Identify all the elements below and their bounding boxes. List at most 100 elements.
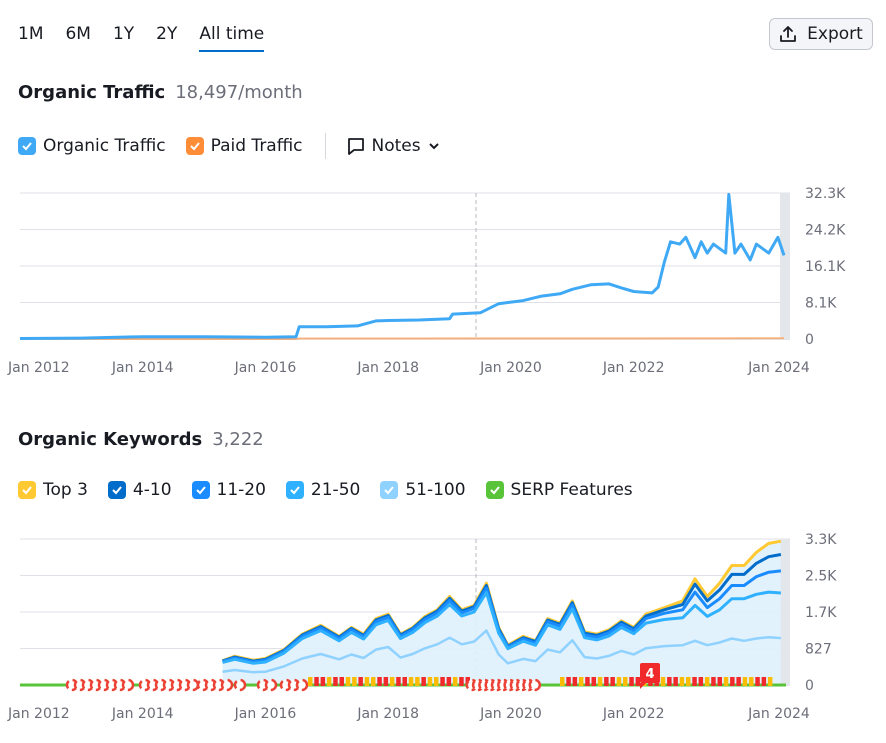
serp-flag-marker — [629, 677, 634, 686]
serp-flag-marker — [704, 677, 710, 686]
serp-flag-marker — [736, 677, 741, 686]
serp-flag-marker — [572, 677, 578, 686]
x-tick-label: Jan 2018 — [356, 360, 419, 376]
checkbox-checked-icon[interactable] — [18, 137, 36, 155]
checkbox-checked-icon[interactable] — [380, 481, 399, 499]
serp-marker — [220, 678, 234, 692]
serp-flag-marker — [742, 677, 748, 686]
x-tick-label: Jan 2014 — [111, 706, 174, 722]
serp-feature-markers — [65, 677, 773, 692]
tab-all-time[interactable]: All time — [199, 24, 265, 52]
y-tick-label: 8.1K — [805, 296, 837, 312]
serp-flag-marker — [364, 677, 370, 686]
checkbox-checked-icon[interactable] — [191, 481, 210, 499]
y-tick-label: 1.7K — [805, 605, 837, 621]
serp-flag-marker — [635, 677, 641, 686]
keywords-title: Organic Keywords 3,222 — [18, 429, 264, 450]
x-tick-label: Jan 2018 — [356, 706, 419, 722]
serp-flag-marker — [389, 677, 395, 686]
y-tick-label: 2.5K — [805, 569, 837, 585]
serp-flag-marker — [673, 677, 678, 686]
keywords-title-text: Organic Keywords — [18, 429, 203, 450]
checkbox-checked-icon[interactable] — [185, 137, 204, 155]
serp-flag-marker — [440, 677, 445, 686]
serp-flag-marker — [679, 677, 685, 686]
legend-51-100[interactable]: 51-100 — [380, 480, 466, 500]
serp-flag-marker — [408, 677, 414, 686]
legend-serp-features[interactable]: SERP Features — [485, 480, 633, 500]
y-tick-label: 24.2K — [805, 223, 846, 239]
notes-badge-tail — [640, 683, 646, 689]
legend-11-20[interactable]: 11-20 — [191, 480, 266, 500]
traffic-legend: Organic Traffic Paid Traffic Notes — [18, 133, 447, 159]
x-tick-label: Jan 2024 — [747, 706, 810, 722]
x-tick-label: Jan 2012 — [7, 360, 70, 376]
serp-marker — [264, 678, 278, 692]
serp-flag-marker — [434, 677, 439, 686]
date-range-tabs: 1M 6M 1Y 2Y All time — [18, 24, 286, 52]
checkbox-checked-icon[interactable] — [485, 481, 504, 499]
chevron-down-icon — [428, 143, 439, 150]
serp-marker — [528, 678, 542, 692]
x-tick-label: Jan 2014 — [111, 360, 174, 376]
legend-4-10[interactable]: 4-10 — [107, 480, 172, 500]
legend-paid-traffic[interactable]: Paid Traffic — [185, 136, 303, 156]
comment-icon — [347, 138, 364, 155]
serp-flag-marker — [566, 677, 571, 686]
legend-51-100-label: 51-100 — [405, 480, 466, 500]
notes-badge — [640, 663, 660, 683]
y-tick-label: 827 — [805, 642, 832, 658]
serp-marker — [186, 678, 200, 692]
serp-flag-marker — [560, 677, 565, 686]
tab-1m[interactable]: 1M — [18, 24, 44, 44]
legend-divider — [324, 133, 326, 159]
legend-organic-traffic[interactable]: Organic Traffic — [18, 136, 166, 156]
export-button[interactable]: Export — [769, 18, 873, 50]
traffic-value: 18,497/month — [175, 82, 303, 103]
keywords-area — [222, 541, 781, 685]
x-tick-label: Jan 2012 — [7, 706, 70, 722]
tab-2y[interactable]: 2Y — [156, 24, 178, 44]
serp-flag-marker — [755, 677, 760, 686]
x-tick-label: Jan 2016 — [234, 360, 297, 376]
serp-flag-marker — [352, 677, 357, 686]
serp-flag-marker — [459, 677, 464, 686]
notes-badge-count: 4 — [645, 667, 654, 682]
serp-flag-marker — [452, 677, 458, 686]
serp-flag-marker — [415, 677, 420, 686]
checkbox-checked-icon[interactable] — [107, 481, 126, 499]
serp-flag-marker — [326, 677, 332, 686]
tab-6m[interactable]: 6M — [65, 24, 91, 44]
x-tick-label: Jan 2022 — [602, 360, 665, 376]
serp-flag-marker — [604, 677, 609, 686]
checkbox-checked-icon[interactable] — [18, 481, 36, 499]
legend-21-50[interactable]: 21-50 — [285, 480, 360, 500]
tab-1y[interactable]: 1Y — [112, 24, 135, 44]
serp-flag-marker — [767, 677, 773, 686]
serp-flag-marker — [698, 677, 704, 686]
serp-flag-marker — [396, 677, 401, 686]
serp-flag-marker — [308, 677, 313, 686]
series-line-21-50 — [222, 590, 782, 665]
serp-flag-marker — [749, 677, 754, 686]
serp-flag-marker — [610, 677, 615, 686]
notes-dropdown[interactable]: Notes — [346, 136, 447, 156]
serp-flag-marker — [578, 677, 584, 686]
legend-top3-label: Top 3 — [43, 480, 88, 500]
legend-organic-label: Organic Traffic — [43, 136, 166, 156]
checkbox-checked-icon[interactable] — [285, 481, 304, 499]
legend-top3[interactable]: Top 3 — [18, 480, 88, 500]
serp-marker — [295, 678, 309, 692]
legend-paid-label: Paid Traffic — [210, 136, 303, 156]
x-tick-label: Jan 2022 — [602, 706, 665, 722]
y-tick-label: 0 — [805, 332, 814, 348]
paid-traffic-line — [20, 337, 785, 340]
series-line-51-100 — [222, 629, 781, 674]
serp-flag-marker — [371, 677, 376, 686]
y-tick-label: 16.1K — [805, 259, 846, 275]
serp-flag-marker — [717, 677, 722, 686]
serp-flag-marker — [692, 677, 697, 686]
export-label: Export — [807, 24, 863, 44]
y-tick-label: 3.3K — [805, 532, 837, 548]
notes-label: Notes — [371, 136, 421, 156]
